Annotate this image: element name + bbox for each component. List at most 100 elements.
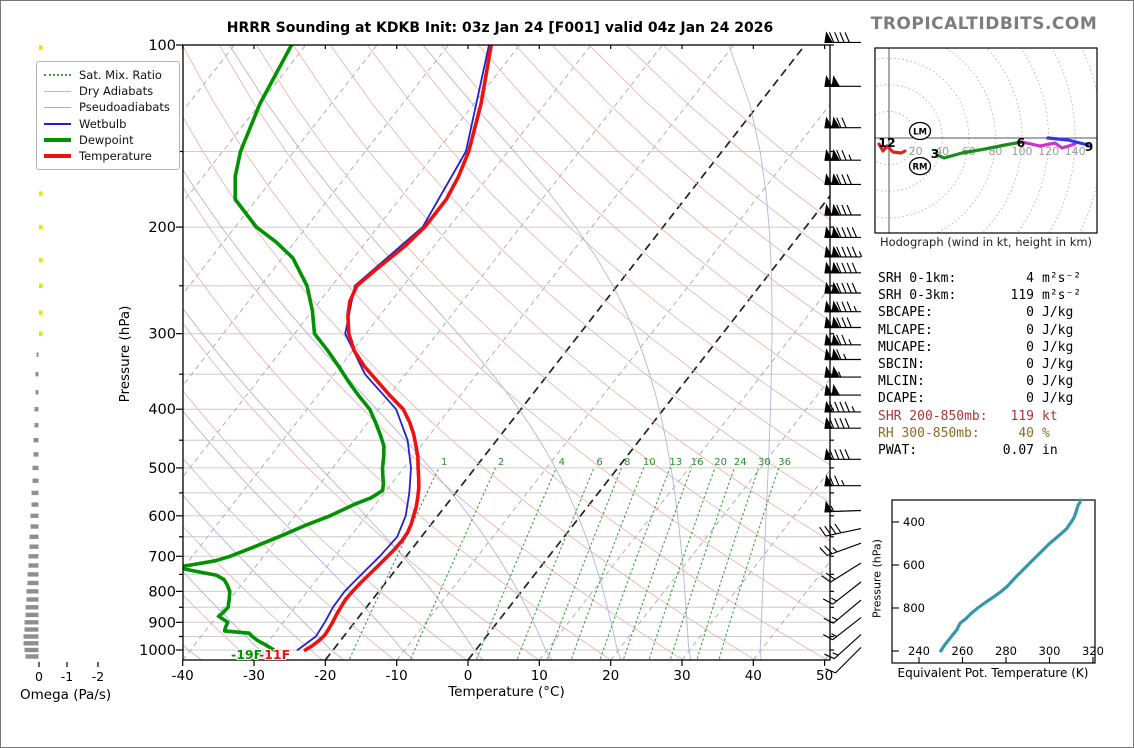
temperature-curve bbox=[303, 45, 494, 652]
legend-item-label: Sat. Mix. Ratio bbox=[79, 68, 162, 83]
svg-text:24: 24 bbox=[734, 457, 747, 468]
omega-down-bar bbox=[24, 647, 39, 653]
svg-text:140: 140 bbox=[1065, 145, 1086, 158]
omega-down-bar bbox=[25, 612, 39, 618]
omega-up-bar bbox=[39, 258, 43, 263]
hodograph: 20 40 60 80 100 120 140 12 3 6 9 LM RM bbox=[874, 47, 1098, 234]
svg-text:20: 20 bbox=[602, 668, 619, 684]
wind-barb bbox=[824, 149, 861, 161]
storm-motion-RM bbox=[908, 156, 932, 176]
legend-item: Dry Adiabats bbox=[44, 83, 170, 99]
wetbulb-curve bbox=[296, 45, 490, 651]
skewt-border bbox=[182, 44, 831, 661]
stats-label: SBCIN: bbox=[878, 356, 925, 372]
stats-label: PWAT: bbox=[878, 442, 918, 458]
stats-unit: in bbox=[1042, 442, 1058, 458]
wind-barb bbox=[822, 617, 862, 641]
hodo-0-3km bbox=[935, 140, 1024, 160]
omega-panel: 0 -1 -2 bbox=[23, 45, 104, 684]
svg-text:4: 4 bbox=[559, 457, 565, 468]
wind-barb bbox=[824, 400, 861, 413]
omega-down-bar bbox=[25, 654, 39, 659]
stats-unit: J/kg bbox=[1042, 305, 1074, 321]
stats-row: SRH 0-1km: 4 m²s⁻² bbox=[878, 270, 1081, 287]
wind-barb bbox=[824, 281, 861, 294]
hodo-9-12km bbox=[877, 142, 907, 155]
wind-barb bbox=[823, 599, 862, 624]
legend-line-sample bbox=[44, 106, 71, 108]
stats-row: DCAPE: 0 J/kg bbox=[878, 390, 1081, 407]
stats-row: MLCAPE: 0 J/kg bbox=[878, 322, 1081, 339]
stats-row: SHR 200-850mb: 119 kt bbox=[878, 408, 1081, 425]
legend-line-sample bbox=[44, 137, 71, 142]
svg-text:100: 100 bbox=[1012, 145, 1033, 158]
svg-text:13: 13 bbox=[669, 457, 682, 468]
wind-barb bbox=[824, 448, 861, 460]
wind-barb bbox=[824, 348, 861, 361]
svg-text:0: 0 bbox=[35, 669, 43, 684]
wind-barb bbox=[824, 203, 861, 216]
stats-label: MUCAPE: bbox=[878, 339, 933, 355]
stats-value: 0 bbox=[1026, 322, 1034, 338]
wind-barb bbox=[824, 245, 863, 258]
omega-down-bar bbox=[23, 634, 39, 639]
theta-e-panel: 240 260 280 300 320 400 600 800 bbox=[891, 498, 1104, 664]
svg-text:1000: 1000 bbox=[139, 643, 176, 659]
omega-down-bar bbox=[25, 605, 39, 610]
svg-text:600: 600 bbox=[903, 558, 925, 572]
omega-down-bar bbox=[27, 580, 39, 586]
stats-unit: kt bbox=[1042, 408, 1058, 424]
svg-text:-10: -10 bbox=[386, 668, 408, 684]
wind-barb bbox=[824, 261, 861, 274]
omega-down-bar bbox=[30, 513, 39, 518]
stats-unit: m²s⁻² bbox=[1042, 271, 1082, 286]
svg-text:120: 120 bbox=[1038, 145, 1059, 158]
omega-down-bar bbox=[23, 641, 39, 646]
omega-down-bar bbox=[35, 372, 39, 377]
svg-text:30: 30 bbox=[673, 668, 690, 684]
omega-down-bar bbox=[31, 490, 39, 496]
stats-label: SRH 0-3km: bbox=[878, 288, 957, 304]
hodo-3-6km bbox=[1020, 140, 1077, 150]
stats-label: MLCAPE: bbox=[878, 322, 933, 338]
theta-e-border bbox=[891, 499, 1096, 664]
svg-text:36: 36 bbox=[778, 457, 791, 468]
stats-unit: J/kg bbox=[1042, 322, 1074, 338]
svg-text:800: 800 bbox=[903, 601, 925, 615]
omega-down-bar bbox=[34, 407, 39, 412]
stats-label: SRH 0-1km: bbox=[878, 271, 957, 286]
stats-row: RH 300-850mb: 40% bbox=[878, 425, 1081, 442]
omega-down-bar bbox=[32, 478, 39, 483]
svg-text:260: 260 bbox=[952, 644, 974, 658]
svg-text:-20: -20 bbox=[314, 668, 336, 684]
svg-text:50: 50 bbox=[816, 668, 833, 684]
svg-text:240: 240 bbox=[908, 644, 930, 658]
wind-barb bbox=[819, 523, 862, 537]
stats-unit: J/kg bbox=[1042, 374, 1074, 390]
legend-item-label: Dry Adiabats bbox=[79, 84, 154, 99]
svg-text:RM: RM bbox=[912, 163, 927, 173]
stats-unit: J/kg bbox=[1042, 356, 1074, 372]
legend-line-sample bbox=[44, 122, 71, 125]
wind-barb bbox=[821, 562, 862, 583]
wind-barb bbox=[824, 333, 861, 346]
omega-up-bar bbox=[39, 331, 43, 336]
stats-value: 0 bbox=[1026, 356, 1034, 372]
wind-barb bbox=[819, 542, 862, 557]
omega-up-bar bbox=[39, 45, 43, 50]
stats-panel: SRH 0-1km: 4 m²s⁻² SRH 0-3km: 119 m²s⁻² SBCAPE… bbox=[878, 270, 1081, 459]
svg-text:400: 400 bbox=[148, 402, 176, 418]
svg-text:10: 10 bbox=[643, 457, 656, 468]
omega-down-bar bbox=[24, 627, 39, 632]
pressure-gridlines bbox=[183, 45, 830, 651]
svg-text:200: 200 bbox=[148, 220, 176, 236]
svg-text:400: 400 bbox=[903, 515, 925, 529]
legend-line-sample bbox=[44, 90, 71, 92]
page-title: HRRR Sounding at KDKB Init: 03z Jan 24 [… bbox=[226, 20, 774, 36]
wind-barb bbox=[822, 581, 862, 605]
theta-e-pressure-axis-title: Pressure (hPa) bbox=[870, 539, 884, 618]
svg-text:20: 20 bbox=[909, 145, 923, 158]
wind-barb bbox=[824, 31, 861, 43]
svg-text:LM: LM bbox=[913, 128, 927, 138]
surface-dewpoint-label: -19F bbox=[231, 647, 263, 662]
